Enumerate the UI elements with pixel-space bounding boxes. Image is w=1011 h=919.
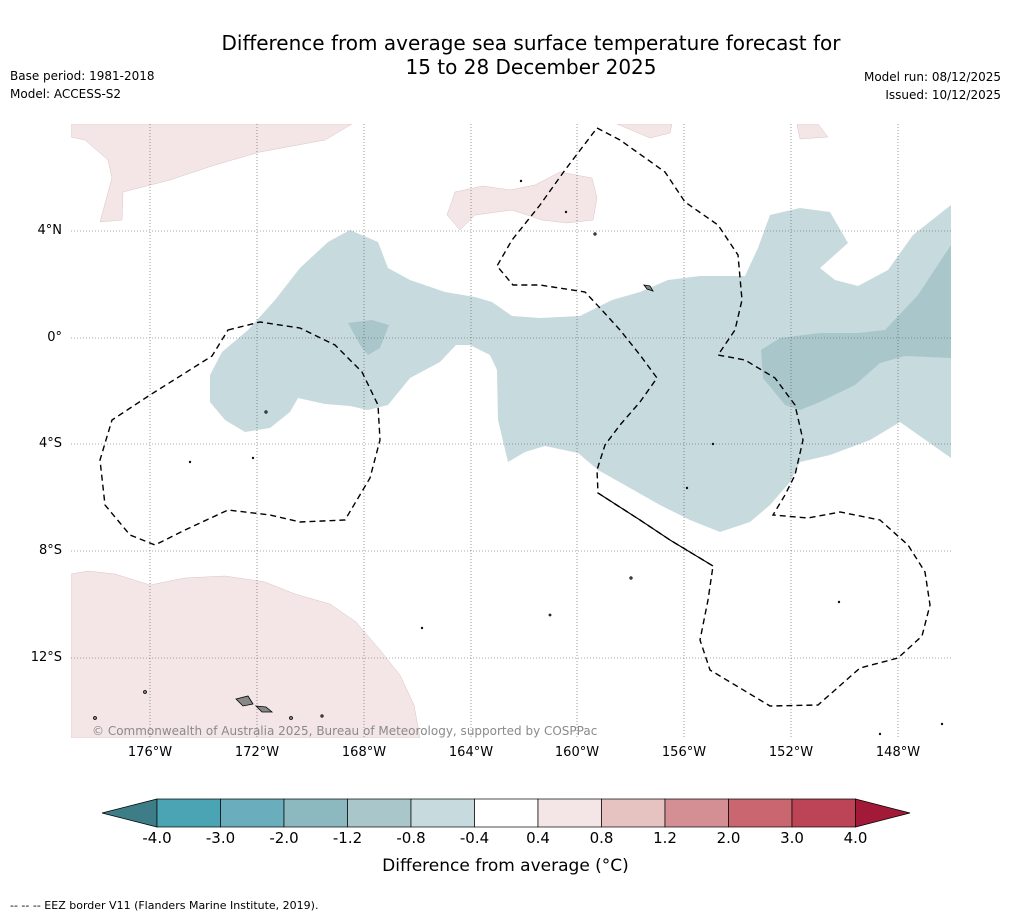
lon-label-168w: 168°W — [341, 745, 387, 760]
island-dot — [878, 732, 882, 736]
lon-label-172w: 172°W — [234, 745, 280, 760]
eez-border-west — [99, 321, 381, 546]
colorbar-bin — [601, 798, 666, 828]
gridlines — [71, 124, 951, 738]
island-dot — [264, 410, 268, 414]
colorbar-tick: -4.0 — [142, 829, 172, 847]
run-info: Model run: 08/12/2025 Issued: 10/12/2025 — [864, 68, 1001, 104]
eez-footnote: -- -- -- EEZ border V11 (Flanders Marine… — [10, 899, 319, 912]
warm-anomaly-region-southwest — [71, 570, 421, 738]
island-dot — [143, 690, 147, 694]
colorbar-tick: -1.2 — [332, 829, 363, 847]
cool-anomaly-region-strong-west — [348, 320, 389, 355]
warm-anomaly-region-north-central — [446, 171, 598, 231]
lat-label-equator: 0° — [47, 330, 62, 345]
island-dot — [420, 626, 424, 630]
lon-label-164w: 164°W — [448, 745, 494, 760]
model-info: Base period: 1981-2018 Model: ACCESS-S2 — [10, 67, 155, 103]
warm-anomaly-region-north — [616, 124, 673, 139]
island-dot — [940, 722, 944, 726]
lat-label-4s: 4°S — [38, 436, 62, 451]
colorbar-tick: 0.8 — [589, 829, 614, 847]
colorbar-bin — [537, 798, 602, 828]
lon-label-152w: 152°W — [768, 745, 814, 760]
colorbar-tick: -0.4 — [459, 829, 490, 847]
colorbar-bin — [791, 798, 856, 828]
island-dot — [251, 456, 255, 460]
island-dot — [188, 460, 192, 464]
colorbar-label: Difference from average (°C) — [382, 856, 629, 876]
issued-text: Issued: 10/12/2025 — [885, 88, 1001, 102]
colorbar-tick: -0.8 — [396, 829, 426, 847]
eez-border-central — [496, 127, 931, 707]
colorbar-tick: 3.0 — [780, 829, 804, 847]
colorbar-tick: 2.0 — [716, 829, 741, 847]
colorbar-bin — [347, 798, 412, 828]
colorbar-bin — [156, 798, 221, 828]
colorbar-tick: 4.0 — [843, 829, 868, 847]
lon-label-148w: 148°W — [875, 745, 921, 760]
island-dot — [837, 600, 841, 604]
island-dot — [629, 576, 633, 580]
lon-label-156w: 156°W — [661, 745, 707, 760]
colorbar-tick: 0.4 — [526, 829, 550, 847]
eez-borders — [99, 127, 931, 707]
model-text: Model: ACCESS-S2 — [10, 87, 122, 101]
warm-anomaly-region-northeast — [796, 124, 829, 140]
model-run-text: Model run: 08/12/2025 — [863, 70, 1001, 84]
chart-title: Difference from average sea surface temp… — [0, 31, 1011, 79]
colorbar-tick: 1.2 — [653, 829, 677, 847]
island-dot — [289, 716, 293, 720]
colorbar — [101, 798, 911, 828]
lat-label-8s: 8°S — [38, 543, 62, 558]
island-dot — [320, 714, 324, 718]
island-dot — [519, 179, 523, 183]
map-area — [71, 124, 951, 738]
island-dot — [564, 210, 568, 214]
title-line-2: 15 to 28 December 2025 — [405, 55, 657, 79]
colorbar-bin — [410, 798, 475, 828]
cool-anomaly-region-main — [210, 205, 951, 532]
island-kiritimati — [643, 284, 654, 292]
lon-label-160w: 160°W — [554, 745, 600, 760]
island-savaii — [235, 695, 254, 707]
island-dot — [548, 613, 552, 617]
colorbar-bin — [664, 798, 729, 828]
base-period-text: Base period: 1981-2018 — [10, 69, 155, 83]
colorbar-tick: -3.0 — [205, 829, 236, 847]
islands — [93, 179, 944, 736]
copyright-notice: © Commonwealth of Australia 2025, Bureau… — [92, 724, 598, 738]
colorbar-tick: -2.0 — [269, 829, 299, 847]
colorbar-bin — [474, 798, 539, 828]
eez-border-solid-segment — [597, 492, 714, 567]
colorbar-extend-low — [101, 798, 158, 828]
colorbar-bin — [220, 798, 285, 828]
lat-label-4n: 4°N — [37, 223, 63, 238]
island-dot — [685, 486, 689, 490]
colorbar-extend-high — [855, 798, 911, 828]
colorbar-bin — [728, 798, 793, 828]
warm-anomaly-region-northwest — [71, 124, 353, 223]
lon-label-176w: 176°W — [127, 745, 173, 760]
island-dot — [93, 716, 97, 720]
lat-label-12s: 12°S — [30, 650, 62, 665]
island-dot — [711, 442, 715, 446]
island-dot — [593, 232, 597, 236]
title-line-1: Difference from average sea surface temp… — [221, 31, 841, 55]
island-upolu — [254, 705, 274, 713]
cool-anomaly-region-strong-east — [761, 245, 951, 410]
colorbar-bin — [283, 798, 348, 828]
